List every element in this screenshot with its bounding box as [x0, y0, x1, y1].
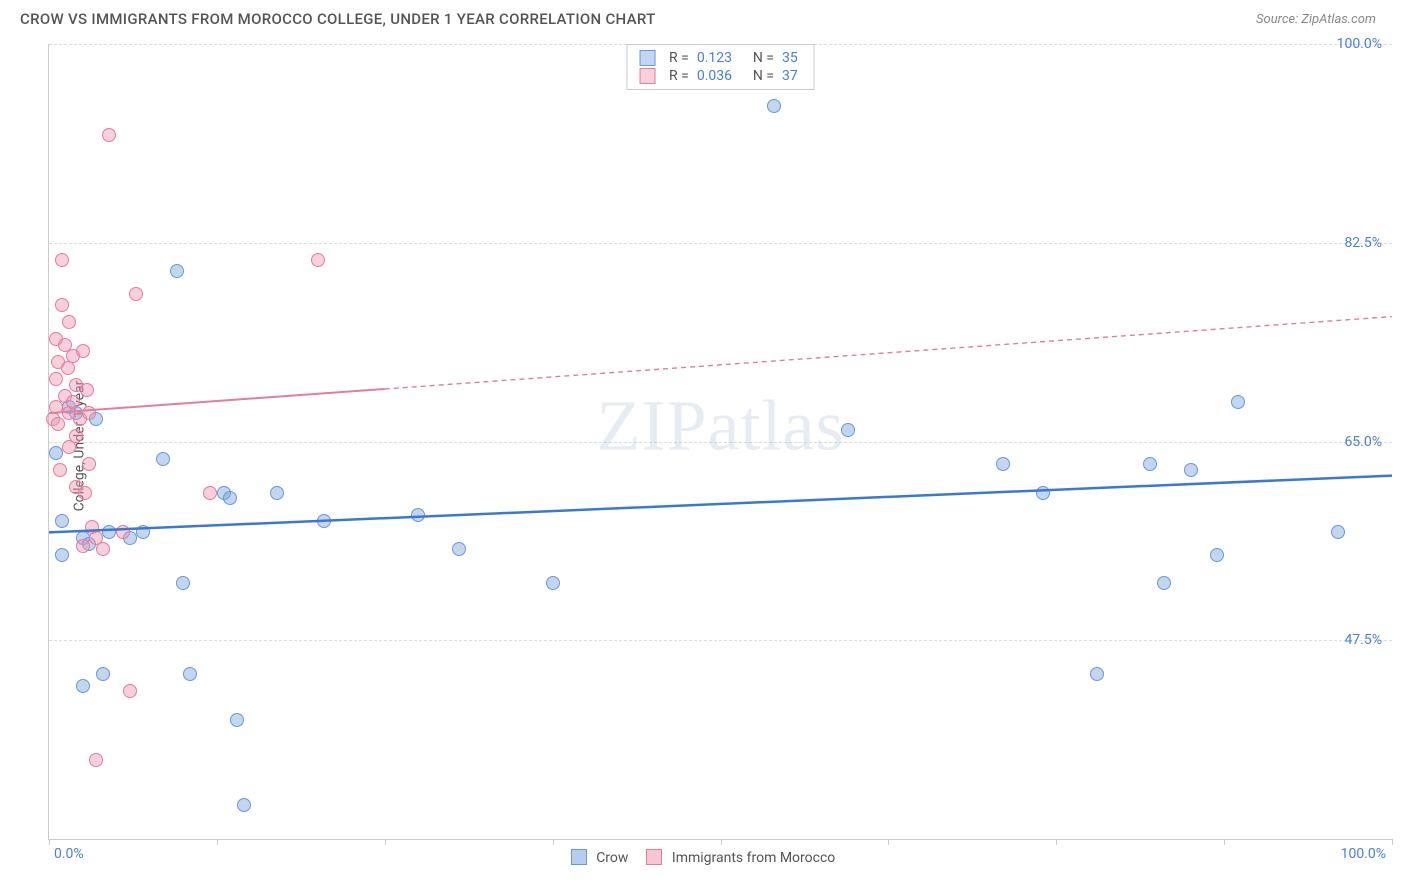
x-tick: [553, 839, 554, 845]
legend-item-crow: Crow: [571, 849, 629, 866]
chart-title: CROW VS IMMIGRANTS FROM MOROCCO COLLEGE,…: [20, 10, 656, 28]
legend-swatch-crow: [571, 849, 587, 865]
x-tick: [888, 839, 889, 845]
legend-item-morocco: Immigrants from Morocco: [646, 849, 835, 866]
legend-swatch-morocco: [639, 68, 655, 84]
n-label: N =: [753, 50, 774, 66]
legend-swatch-morocco: [646, 849, 662, 865]
x-tick: [1392, 839, 1393, 845]
legend-swatch-crow: [639, 50, 655, 66]
legend-label: Crow: [596, 850, 628, 866]
series-legend: Crow Immigrants from Morocco: [0, 849, 1406, 866]
stats-legend-row: R = 0.036 N = 37: [639, 67, 802, 85]
x-tick: [1056, 839, 1057, 845]
chart-header: CROW VS IMMIGRANTS FROM MOROCCO COLLEGE,…: [0, 0, 1406, 34]
r-value: 0.123: [697, 50, 745, 66]
x-tick: [385, 839, 386, 845]
chart-source: Source: ZipAtlas.com: [1256, 12, 1376, 27]
n-label: N =: [753, 68, 774, 84]
regression-lines: [49, 44, 1392, 839]
stats-legend: R = 0.123 N = 35 R = 0.036 N = 37: [626, 44, 815, 90]
r-label: R =: [669, 68, 689, 84]
r-value: 0.036: [697, 68, 745, 84]
stats-legend-row: R = 0.123 N = 35: [639, 49, 802, 67]
x-tick: [217, 839, 218, 845]
x-tick: [49, 839, 50, 845]
x-tick: [1224, 839, 1225, 845]
n-value: 37: [782, 68, 802, 84]
n-value: 35: [782, 50, 802, 66]
plot-area: 47.5%65.0%82.5%100.0% R = 0.123 N = 35 R…: [48, 44, 1392, 840]
legend-label: Immigrants from Morocco: [672, 850, 835, 866]
x-tick: [721, 839, 722, 845]
r-label: R =: [669, 50, 689, 66]
